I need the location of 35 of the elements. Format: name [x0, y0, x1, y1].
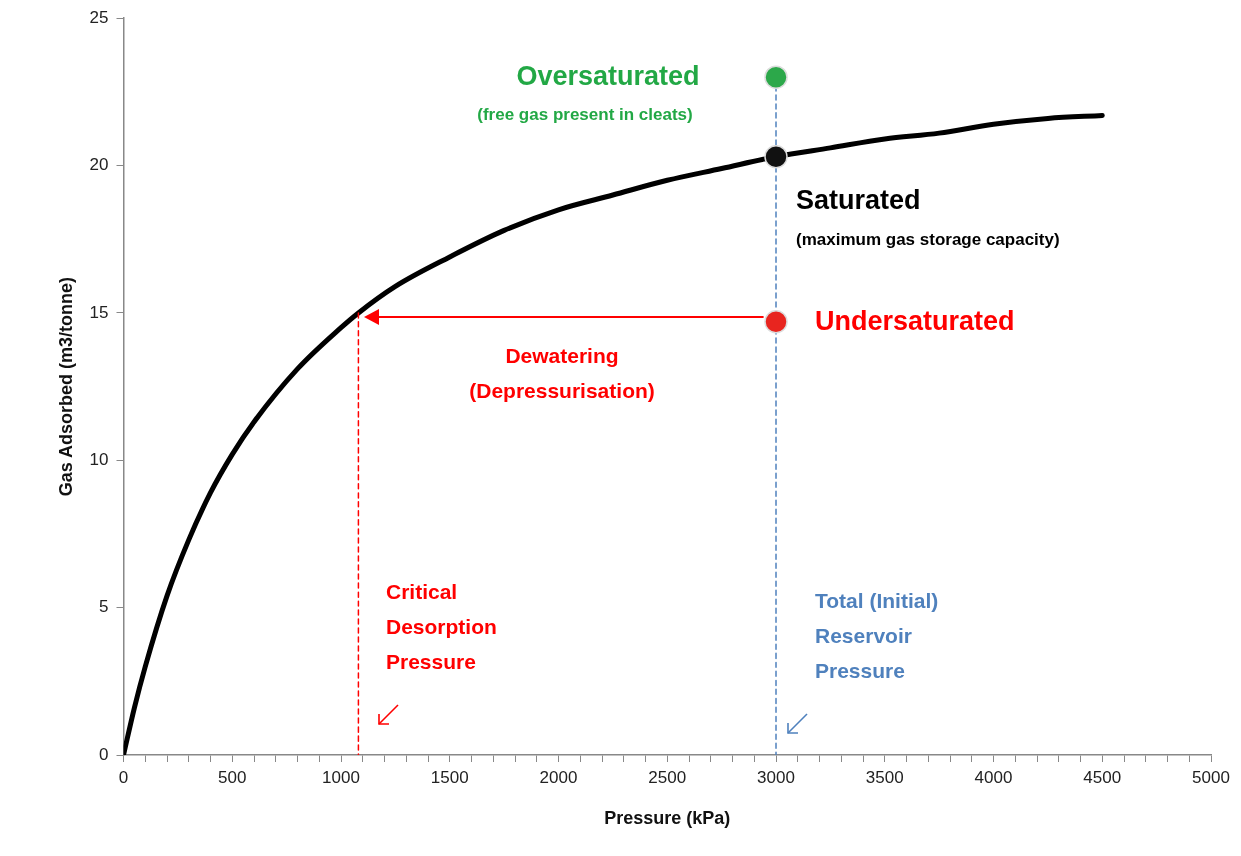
point [764, 65, 788, 89]
annotation: (free gas present in cleats) [477, 104, 693, 124]
y-tick-label: 20 [89, 155, 109, 175]
annotation: Dewatering [505, 343, 619, 367]
x-tick-label: 3000 [757, 767, 795, 787]
point [764, 144, 788, 169]
point [764, 310, 788, 334]
annotation: Pressure [815, 658, 905, 682]
x-axis-title: Pressure (kPa) [604, 808, 731, 829]
y-tick-label: 5 [99, 597, 109, 617]
y-tick-label: 15 [89, 302, 109, 322]
x-tick-label: 0 [118, 767, 129, 787]
y-tick-label: 0 [99, 744, 109, 764]
annotation: Total (Initial) [815, 588, 939, 612]
annotation: Saturated [796, 185, 921, 216]
annotation: (Depressurisation) [469, 378, 655, 402]
x-tick-label: 2000 [539, 767, 578, 787]
annotation: Desorption [386, 614, 497, 638]
y-tick-label: 10 [89, 449, 109, 469]
annotation: (maximum gas storage capacity) [796, 229, 1060, 249]
x-tick-label: 2500 [648, 767, 687, 787]
x-tick-label: 500 [218, 767, 247, 787]
annotation: Oversaturated [516, 61, 700, 92]
annotation: Pressure [386, 649, 476, 673]
x-tick-label: 4000 [974, 767, 1013, 787]
y-axis-title: Gas Adsorbed (m3/tonne) [55, 276, 76, 497]
annotation: Critical [386, 579, 458, 603]
y-tick-label: 25 [89, 7, 109, 27]
x-tick-label: 1500 [430, 767, 469, 787]
x-tick-label: 1000 [322, 767, 360, 787]
x-tick-label: 3500 [865, 767, 904, 787]
annotation: Reservoir [815, 623, 912, 647]
x-tick-label: 5000 [1192, 767, 1230, 787]
annotation: Undersaturated [815, 306, 1015, 337]
x-tick-label: 4500 [1083, 767, 1122, 787]
